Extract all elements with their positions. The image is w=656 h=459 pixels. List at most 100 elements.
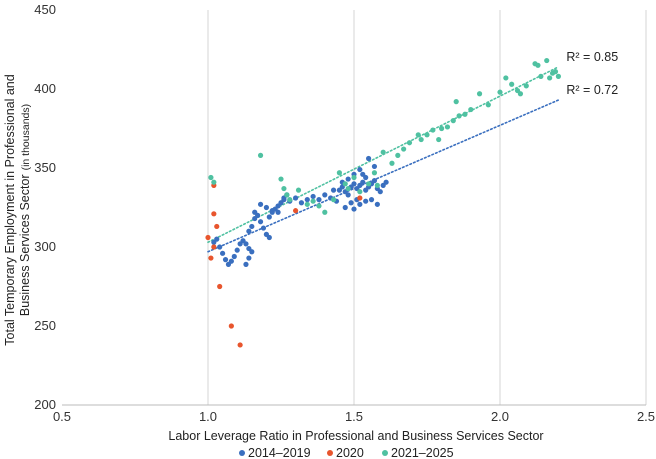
data-point bbox=[278, 176, 284, 182]
y-axis-label-line1: Total Temporary Employment in Profession… bbox=[3, 74, 17, 345]
data-point bbox=[269, 208, 275, 214]
data-point bbox=[444, 124, 451, 130]
trendline bbox=[207, 99, 560, 253]
data-point bbox=[322, 209, 328, 215]
legend-swatch bbox=[382, 450, 388, 456]
y-axis-label-unit: (in thousands) bbox=[20, 104, 32, 171]
data-point bbox=[456, 113, 462, 119]
data-point bbox=[266, 214, 272, 220]
legend-swatch bbox=[327, 450, 333, 456]
data-point bbox=[523, 83, 529, 89]
data-points bbox=[205, 57, 562, 348]
data-point bbox=[517, 91, 524, 97]
legend-swatch bbox=[239, 450, 245, 456]
data-point bbox=[205, 234, 211, 241]
legend-label: 2021–2025 bbox=[391, 446, 454, 459]
data-point bbox=[485, 102, 491, 108]
legend: 2014–2019 2020 2021–2025 bbox=[239, 446, 454, 459]
data-point bbox=[214, 223, 220, 230]
data-point bbox=[208, 174, 214, 181]
data-point bbox=[547, 75, 553, 81]
data-point bbox=[293, 195, 299, 201]
data-point bbox=[217, 244, 223, 250]
data-point bbox=[371, 163, 378, 170]
data-point bbox=[363, 198, 369, 204]
data-point bbox=[298, 200, 305, 206]
data-point bbox=[222, 257, 229, 263]
data-point bbox=[555, 73, 562, 79]
data-point bbox=[360, 179, 366, 185]
data-point bbox=[374, 182, 380, 188]
data-point bbox=[211, 179, 217, 185]
y-axis-label-line2: Business Services Sector (in thousands) bbox=[18, 104, 32, 316]
data-point bbox=[342, 204, 348, 211]
data-point bbox=[281, 185, 287, 192]
data-point bbox=[497, 89, 503, 95]
data-point bbox=[503, 75, 509, 81]
data-point bbox=[415, 132, 421, 138]
data-point bbox=[345, 192, 351, 198]
y-tick-label: 350 bbox=[34, 160, 56, 175]
data-point bbox=[322, 192, 328, 198]
data-point bbox=[304, 197, 310, 203]
y-tick-label: 450 bbox=[34, 2, 56, 17]
y-tick-label: 400 bbox=[34, 81, 56, 96]
data-point bbox=[345, 185, 351, 192]
data-point bbox=[462, 111, 468, 117]
data-point bbox=[357, 166, 363, 173]
data-point bbox=[304, 201, 310, 207]
data-point bbox=[284, 192, 290, 198]
y-tick-label: 300 bbox=[34, 239, 56, 254]
data-point bbox=[345, 176, 351, 182]
data-point bbox=[383, 179, 389, 185]
legend-label: 2014–2019 bbox=[248, 446, 311, 459]
data-point bbox=[211, 211, 217, 217]
trendlines: R² = 0.85 R² = 0.72 bbox=[207, 50, 618, 253]
y-axis-label-main: Business Services Sector bbox=[18, 174, 32, 316]
data-point bbox=[357, 201, 363, 207]
data-point bbox=[538, 73, 544, 79]
data-point bbox=[351, 174, 357, 181]
data-point bbox=[263, 204, 269, 211]
data-point bbox=[366, 155, 372, 162]
data-point bbox=[374, 201, 380, 207]
data-point bbox=[377, 189, 383, 195]
data-point bbox=[544, 57, 550, 64]
x-tick-label: 1.5 bbox=[345, 409, 363, 424]
x-tick-label: 0.5 bbox=[53, 409, 71, 424]
data-point bbox=[310, 193, 316, 200]
data-point bbox=[371, 170, 378, 176]
data-point bbox=[257, 152, 264, 158]
data-point bbox=[257, 201, 264, 207]
data-point bbox=[214, 236, 220, 242]
data-point bbox=[234, 247, 240, 253]
data-point bbox=[476, 91, 483, 97]
y-tick-labels: 200 250 300 350 400 450 bbox=[34, 2, 56, 412]
data-point bbox=[406, 140, 413, 146]
data-point bbox=[266, 234, 272, 241]
data-point bbox=[252, 209, 258, 215]
data-point bbox=[220, 250, 226, 256]
data-point bbox=[363, 174, 369, 181]
data-point bbox=[211, 244, 217, 250]
data-point bbox=[351, 181, 357, 187]
r-squared-label: R² = 0.85 bbox=[566, 50, 618, 64]
data-point bbox=[237, 342, 243, 348]
data-point bbox=[371, 178, 378, 184]
data-point bbox=[453, 99, 459, 105]
gridlines bbox=[207, 10, 647, 405]
data-point bbox=[357, 195, 363, 201]
data-point bbox=[468, 106, 474, 113]
data-point bbox=[249, 223, 255, 230]
data-point bbox=[330, 187, 337, 193]
data-point bbox=[260, 225, 267, 231]
data-point bbox=[368, 197, 375, 203]
data-point bbox=[217, 283, 223, 290]
x-tick-label: 2.0 bbox=[491, 409, 509, 424]
data-point bbox=[228, 323, 234, 329]
data-point bbox=[401, 146, 407, 152]
data-point bbox=[316, 197, 322, 203]
data-point bbox=[295, 187, 302, 193]
data-point bbox=[231, 253, 237, 260]
